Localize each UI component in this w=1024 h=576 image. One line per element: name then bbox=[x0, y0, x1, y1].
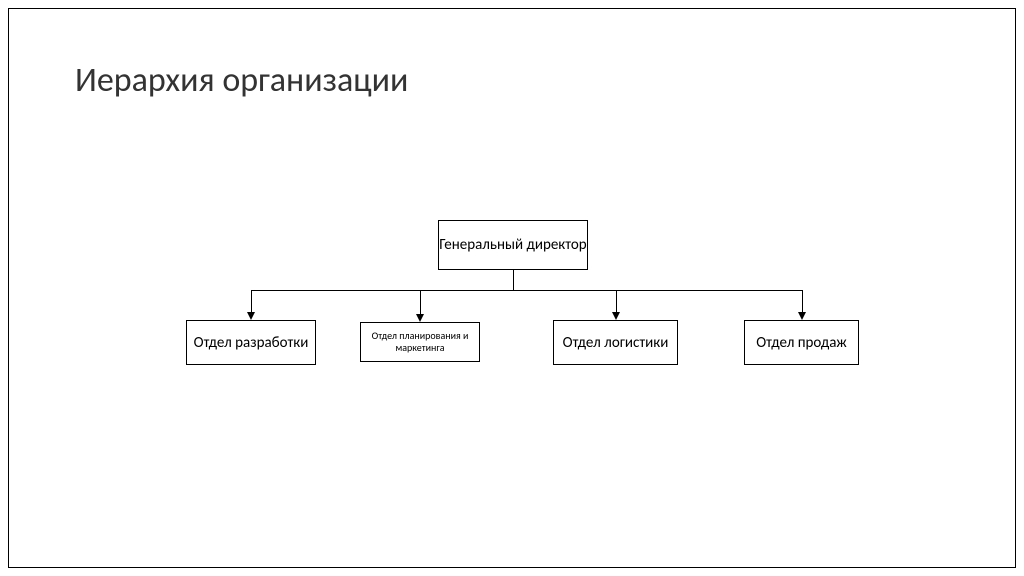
page-title: Иерархия организации bbox=[75, 60, 408, 101]
connector-line bbox=[251, 290, 803, 291]
node-sales: Отдел продаж bbox=[744, 320, 859, 365]
arrowhead-icon bbox=[416, 314, 424, 322]
connector-line bbox=[251, 290, 252, 313]
node-sales-label: Отдел продаж bbox=[756, 334, 847, 352]
arrowhead-icon bbox=[247, 312, 255, 320]
node-dev: Отдел разработки bbox=[186, 320, 316, 365]
arrowhead-icon bbox=[612, 312, 620, 320]
node-logistics: Отдел логистики bbox=[553, 320, 678, 365]
connector-line bbox=[616, 290, 617, 313]
node-logistics-label: Отдел логистики bbox=[563, 334, 669, 352]
connector-line bbox=[420, 290, 421, 315]
connector-line bbox=[802, 290, 803, 313]
node-dev-label: Отдел разработки bbox=[194, 334, 309, 352]
node-marketing-label: Отдел планирования и маркетинга bbox=[361, 330, 479, 354]
node-root: Генеральный директор bbox=[438, 220, 588, 270]
connector-line bbox=[513, 270, 514, 290]
node-marketing: Отдел планирования и маркетинга bbox=[360, 322, 480, 362]
node-root-label: Генеральный директор bbox=[439, 236, 586, 254]
arrowhead-icon bbox=[798, 312, 806, 320]
